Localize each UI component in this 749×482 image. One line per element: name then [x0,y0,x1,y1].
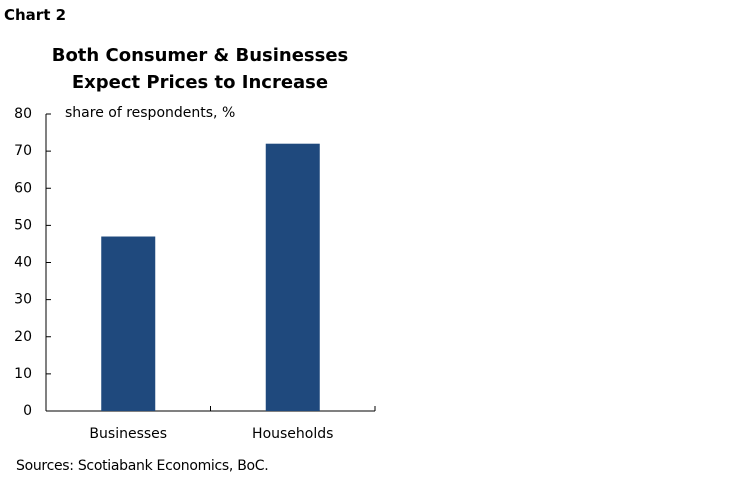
y-tick-label: 50 [14,217,32,233]
x-tick-label: Businesses [89,426,167,442]
x-tick-label: Households [252,426,333,442]
bar [101,236,156,411]
y-axis-label: share of respondents, % [65,105,235,121]
y-tick-label: 80 [14,106,32,122]
y-tick-label: 10 [14,366,32,382]
y-tick-label: 60 [14,180,32,196]
chart-title: Both Consumer & Businesses Expect Prices… [51,45,349,93]
y-tick-label: 30 [14,292,32,308]
chart-label: Chart 2 [4,6,67,24]
y-tick-label: 0 [23,403,32,419]
y-tick-label: 40 [14,255,32,271]
y-tick-label: 70 [14,143,32,159]
source-note: Sources: Scotiabank Economics, BoC. [16,458,269,474]
y-tick-label: 20 [14,329,32,345]
bar [265,143,320,411]
